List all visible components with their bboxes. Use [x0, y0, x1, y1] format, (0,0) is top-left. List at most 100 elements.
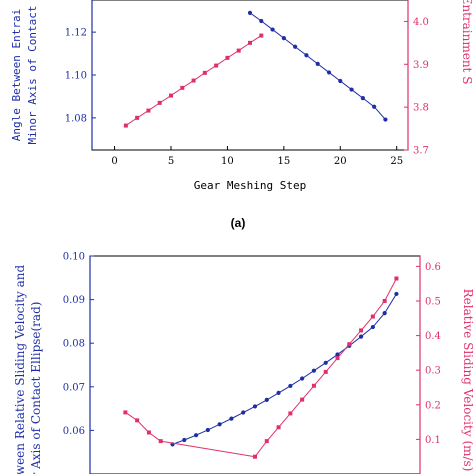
chart-b-series-right-point	[146, 430, 151, 435]
chart-b-left-y-ticks: 0.06 0.07 0.08 0.09 0.10	[63, 252, 94, 437]
chart-a-series-right-point	[169, 93, 173, 98]
chart-b-series-left-point	[311, 368, 317, 373]
chart-a-series-right-point	[248, 40, 252, 45]
chart-b-series-left-point	[358, 334, 364, 339]
chart-b-series-right-point	[253, 454, 257, 459]
chart-b-left-tick-label: 0.07	[63, 382, 85, 393]
chart-b-right-tick-label: 0.3	[425, 366, 441, 377]
chart-a-series-right-point	[180, 85, 185, 90]
chart-b-series-left-point	[229, 416, 234, 421]
chart-b-right-tick-label: 0.4	[425, 331, 441, 342]
chart-b-left-tick-label: 0.09	[63, 295, 85, 306]
chart-a-series-left-point	[259, 18, 264, 24]
chart-b-series-right-point	[347, 342, 352, 347]
chart-b-series-right-point	[135, 418, 140, 423]
chart-a-series-left-point	[360, 96, 365, 101]
chart-a-x-tick-label: 15	[277, 156, 290, 167]
chart-a-right-tick-label: 4.0	[413, 17, 429, 28]
chart-a-x-tick-label: 25	[390, 156, 403, 167]
chart-a-left-y-ticks: 1.08 1.10 1.12	[65, 28, 96, 124]
chart-a-left-y-axis-label-line1: Angle Between Entrai	[10, 9, 23, 141]
chart-b-left-tick-label: 0.10	[63, 252, 85, 263]
chart-b-series-left-point	[394, 291, 399, 297]
chart-a-x-ticks: 0 5 10 15 20 25	[111, 146, 403, 167]
chart-a: 0 5 10 15 20 25 1.08 1.10 1.12 3.7 3.8 3.9 4.0 Gea…	[10, 0, 474, 230]
chart-b-right-tick-label: 0.5	[425, 296, 441, 307]
chart-a-x-tick-label: 10	[221, 156, 234, 167]
chart-a-x-tick-label: 5	[168, 156, 174, 167]
chart-b-series-right-point	[394, 276, 399, 281]
chart-b-series-left-point	[241, 410, 246, 415]
chart-a-series-left-point	[281, 36, 286, 41]
chart-b-left-y-axis-label-line2: r Axis of Contact Ellipse(rad)	[29, 302, 43, 474]
chart-a-series-right-point	[259, 33, 264, 38]
chart-b-series-left-point	[193, 433, 199, 438]
chart-a-x-axis-label: Gear Meshing Step	[194, 179, 307, 192]
chart-a-series-left-point	[293, 44, 298, 49]
chart-a-right-y-ticks: 3.7 3.8 3.9 4.0	[404, 17, 429, 157]
chart-b-right-tick-label: 0.2	[425, 400, 441, 411]
chart-a-right-tick-label: 3.8	[413, 103, 429, 114]
chart-b-series	[123, 276, 399, 459]
chart-b-series-left-point	[217, 422, 222, 427]
chart-a-left-tick-label: 1.10	[65, 71, 87, 82]
chart-a-series-right-point	[202, 70, 207, 75]
chart-a-series-left-point	[326, 70, 332, 75]
chart-a-series-right-point	[157, 100, 162, 105]
chart-b-series-right-point	[288, 411, 293, 416]
chart-a-x-tick-label: 0	[111, 156, 117, 167]
chart-b-series-left-point	[335, 352, 340, 357]
chart-b-series-left-point	[182, 437, 187, 443]
chart-b-series-left-point	[300, 376, 305, 381]
chart-a-series-left-point	[270, 27, 275, 32]
chart-b-series-right-point	[359, 328, 364, 333]
chart-b-series-left-point	[288, 383, 293, 389]
chart-a-right-y-axis-label: Entrainment S	[460, 0, 474, 84]
chart-b-series-left-point	[276, 390, 281, 396]
chart-a-series-right-point	[135, 115, 140, 120]
chart-a-series-left-point	[304, 53, 309, 58]
chart-a-series-left-point	[383, 117, 388, 122]
chart-a-left-tick-label: 1.08	[65, 113, 87, 124]
chart-b-series-right-point	[382, 298, 387, 303]
chart-a-plot-frame	[91, 0, 409, 151]
chart-a-right-tick-label: 3.7	[413, 146, 429, 157]
chart-b-series-right-point	[335, 356, 340, 361]
chart-b-right-y-ticks: 0.1 0.2 0.3 0.4 0.5 0.6	[416, 262, 441, 446]
chart-a-left-tick-label: 1.12	[65, 28, 87, 39]
chart-b-right-tick-label: 0.1	[425, 435, 441, 446]
chart-a-series	[123, 10, 388, 128]
chart-b-plot-frame	[89, 255, 421, 474]
chart-a-series-right-point	[123, 123, 128, 128]
chart-b-series-left-point	[382, 311, 387, 316]
chart-b-series-right-point	[370, 314, 375, 319]
chart-a-series-left-point	[349, 87, 354, 92]
chart-b-series-right-point	[158, 439, 163, 444]
chart-a-series-left-point	[372, 104, 377, 109]
chart-b-series-right-point	[264, 439, 269, 444]
chart-a-series-right-point	[225, 55, 230, 60]
chart-b: 0.060.070.080.090.10 0.10.20.30.40.50.6 …	[13, 252, 474, 474]
chart-a-panel-label: (a)	[231, 216, 246, 230]
chart-a-series-left-point	[315, 61, 320, 66]
chart-a-x-tick-label: 20	[334, 156, 347, 167]
chart-b-series-right-point	[323, 369, 328, 374]
chart-b-right-tick-label: 0.6	[425, 262, 441, 273]
chart-b-left-y-axis-label-line1: ween Relative Sliding Velocity and	[13, 264, 27, 474]
chart-a-series-right-point	[191, 78, 196, 83]
chart-b-series-left-line	[172, 293, 397, 445]
chart-a-series-left-line	[249, 12, 386, 120]
chart-b-right-y-axis-label: Relative Sliding Velocity (m/s)	[461, 289, 474, 472]
chart-b-series-left-point	[264, 397, 269, 402]
chart-b-series-right-point	[123, 410, 128, 415]
chart-a-series-left-point	[247, 10, 253, 15]
chart-a-left-y-axis-label-line2: Minor Axis of Contact	[26, 5, 39, 144]
chart-a-series-left-point	[338, 78, 343, 84]
chart-b-series-left-point	[323, 360, 328, 365]
chart-a-series-right-point	[236, 48, 241, 53]
chart-b-series-left-point	[370, 324, 375, 330]
chart-b-left-tick-label: 0.06	[63, 426, 85, 437]
chart-b-series-left-point	[252, 404, 258, 409]
chart-a-series-right-point	[146, 108, 151, 113]
